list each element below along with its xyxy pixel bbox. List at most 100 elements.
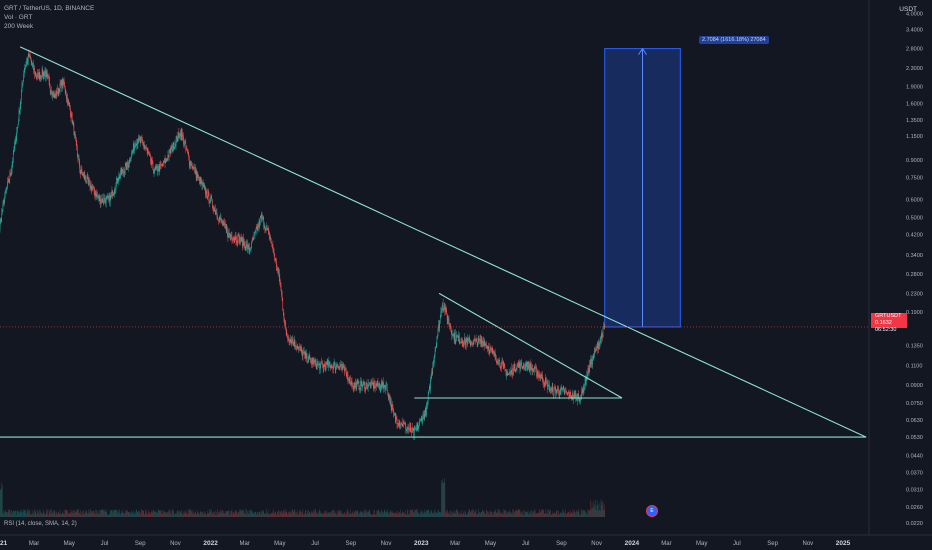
candle-body [449,324,450,325]
candle-body [181,132,183,138]
volume-bar [156,512,158,517]
candle-body [345,368,347,373]
volume-bar [554,512,556,517]
volume-bar [27,509,29,517]
volume-bar [426,510,428,517]
candle-body [81,169,83,174]
volume-bar [573,513,574,517]
volume-bar [301,511,303,517]
candle-body [377,380,379,386]
volume-bar [513,511,515,517]
candle-body [86,176,88,182]
candle-body [468,340,469,341]
events-badge-icon[interactable]: E [646,505,658,517]
candle-body [295,345,296,346]
candle-body [455,340,457,341]
volume-bar [366,511,368,517]
volume-bar [552,511,554,517]
candle-body [545,378,547,382]
candle-body [238,235,240,243]
candle-body [434,350,436,355]
volume-bar [25,512,27,517]
candle-body [243,238,244,246]
volume-bar [215,510,217,517]
candle-body [55,90,57,98]
candle-body [81,169,82,173]
candle-body [190,161,191,165]
candle-body [379,383,380,389]
candle-body [287,337,289,339]
candle-body [60,83,61,85]
volume-bar [278,514,280,517]
volume-bar [75,512,76,517]
volume-bar [541,509,543,517]
volume-bar [202,511,203,517]
trendlines[interactable] [0,46,867,438]
volume-bar [178,511,179,517]
candle-body [280,285,282,291]
volume-bar [459,512,460,517]
candle-body [579,399,581,401]
volume-bar [424,513,426,517]
candle-body [516,368,517,370]
volume-bar [259,511,261,517]
volume-bar [201,511,202,517]
candle-body [68,103,70,106]
volume-bar [588,509,589,517]
volume-indicator-label[interactable]: Vol · GRT [4,14,33,21]
volume-bar [465,514,467,517]
volume-bar [493,514,494,517]
candle-body [66,95,67,99]
volume-bar [242,509,244,517]
candle-body [92,187,93,189]
symbol-title[interactable]: GRT / TetherUS, 1D, BINANCE [4,5,95,12]
candle-body [122,169,123,172]
volume-bar [598,503,600,517]
candle-body [229,233,230,236]
price-axis[interactable]: 4.00003.40002.80002.30001.90001.60001.35… [906,12,923,528]
time-axis[interactable]: 2021MarMayJulSepNov2022MarMayJulSepNov20… [0,540,851,547]
candle-body [45,71,47,77]
candle-body [167,158,168,160]
candle-body [272,244,274,250]
candle-body [473,339,475,343]
volume-bar [23,510,25,517]
rsi-indicator-label[interactable]: RSI (14, close, SMA, 14, 2) [4,521,77,527]
candle-body [185,142,187,149]
candle-body [41,69,43,78]
volume-bar [271,513,273,517]
candle-body [217,218,219,221]
candle-body [292,339,293,342]
volume-bar [246,509,247,517]
ma-indicator-label[interactable]: 200 Week [4,23,34,30]
volume-bar [170,514,172,517]
currency-unit-button[interactable]: USDT [899,6,917,13]
volume-bar [530,513,532,517]
candle-body [107,195,109,197]
long-position-measure[interactable] [604,47,681,328]
volume-bar [431,509,432,517]
candle-body [343,365,344,368]
candle-body [555,389,556,395]
candle-body [445,307,446,313]
volume-bar [463,512,464,517]
volume-bar [498,509,500,517]
candle-body [475,338,477,340]
volume-bar [326,511,327,517]
candle-body [441,311,442,313]
volume-bar [288,511,289,517]
volume-bar [176,510,178,517]
candle-body [587,367,589,376]
candle-body [554,387,556,390]
candle-body [578,394,580,398]
candle-body [218,217,220,221]
candle-body [400,424,402,425]
candle-body [306,353,308,362]
volume-bar [431,512,433,517]
candle-body [349,376,350,383]
volume-bar [347,509,348,517]
volume-bar [204,510,206,517]
volume-bar [599,500,601,517]
candle-body [476,338,477,342]
